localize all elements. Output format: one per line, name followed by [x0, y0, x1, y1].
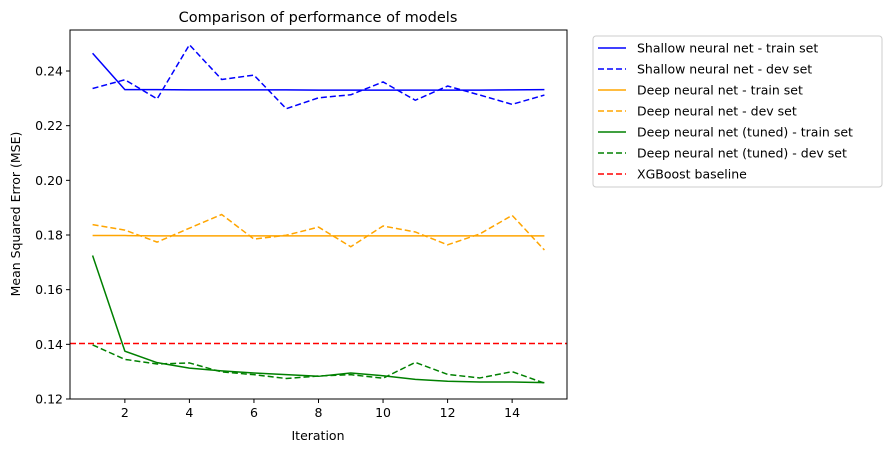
- legend: Shallow neural net - train set Shallow ne…: [592, 35, 883, 188]
- legend-label: XGBoost baseline: [637, 167, 747, 182]
- x-tick-label: 6: [250, 405, 258, 420]
- y-tick-label: 0.16: [35, 282, 63, 297]
- legend-label: Shallow neural net - dev set: [637, 62, 812, 77]
- x-tick-label: 10: [375, 405, 391, 420]
- legend-label: Shallow neural net - train set: [637, 41, 818, 56]
- y-axis: 0.12 0.14 0.16 0.18 0.20 0.22 0.24: [35, 64, 70, 407]
- series-line-4: [92, 213, 545, 251]
- series-line-6: [92, 344, 545, 384]
- series-line-2: [92, 44, 545, 110]
- series-line-5: [91, 255, 545, 384]
- x-tick-label: 2: [121, 405, 129, 420]
- series-line-1: [92, 52, 545, 91]
- legend-frame: [592, 35, 883, 188]
- legend-label: Deep neural net (tuned) - dev set: [637, 146, 847, 161]
- x-tick-label: 4: [185, 405, 193, 420]
- y-tick-label: 0.14: [35, 337, 63, 352]
- legend-label: Deep neural net - dev set: [637, 104, 797, 119]
- chart-title: Comparison of performance of models: [179, 10, 458, 26]
- y-axis-title: Mean Squared Error (MSE): [8, 132, 23, 297]
- x-axis: 2 4 6 8 10 12 14: [121, 399, 520, 420]
- y-tick-label: 0.18: [35, 228, 63, 243]
- x-tick-label: 8: [315, 405, 323, 420]
- x-axis-title: Iteration: [291, 428, 344, 443]
- plot-area: [70, 44, 567, 384]
- legend-label: Deep neural net - train set: [637, 83, 803, 98]
- x-tick-label: 14: [504, 405, 520, 420]
- y-tick-label: 0.20: [35, 173, 63, 188]
- y-tick-label: 0.24: [35, 64, 63, 79]
- y-tick-label: 0.22: [35, 118, 63, 133]
- x-tick-label: 12: [440, 405, 456, 420]
- y-tick-label: 0.12: [35, 392, 63, 407]
- legend-label: Deep neural net (tuned) - train set: [637, 125, 853, 140]
